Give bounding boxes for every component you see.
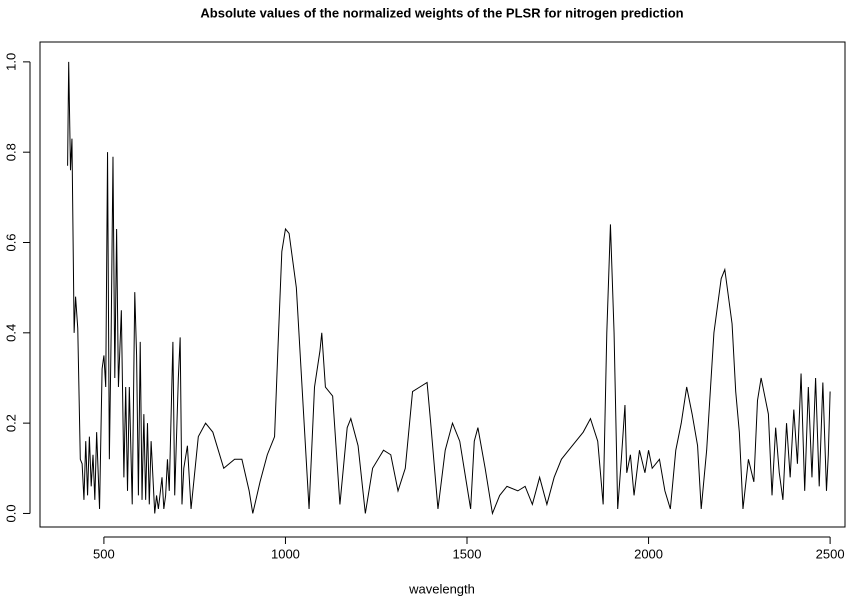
chart-title: Absolute values of the normalized weight…	[200, 5, 683, 20]
x-tick-label: 2000	[634, 546, 663, 561]
y-tick-label: 1.0	[3, 53, 18, 71]
x-tick-label: 1500	[453, 546, 482, 561]
x-tick-label: 500	[93, 546, 115, 561]
y-tick-label: 0.8	[3, 143, 18, 161]
y-tick-label: 0.4	[3, 324, 18, 342]
y-tick-label: 0.2	[3, 414, 18, 432]
x-tick-label: 1000	[271, 546, 300, 561]
x-tick-label: 2500	[816, 546, 845, 561]
y-tick-label: 0.0	[3, 504, 18, 522]
y-tick-label: 0.6	[3, 233, 18, 251]
plot-box	[39, 41, 846, 528]
data-line	[67, 61, 831, 516]
x-axis-label: wavelength	[408, 581, 475, 596]
